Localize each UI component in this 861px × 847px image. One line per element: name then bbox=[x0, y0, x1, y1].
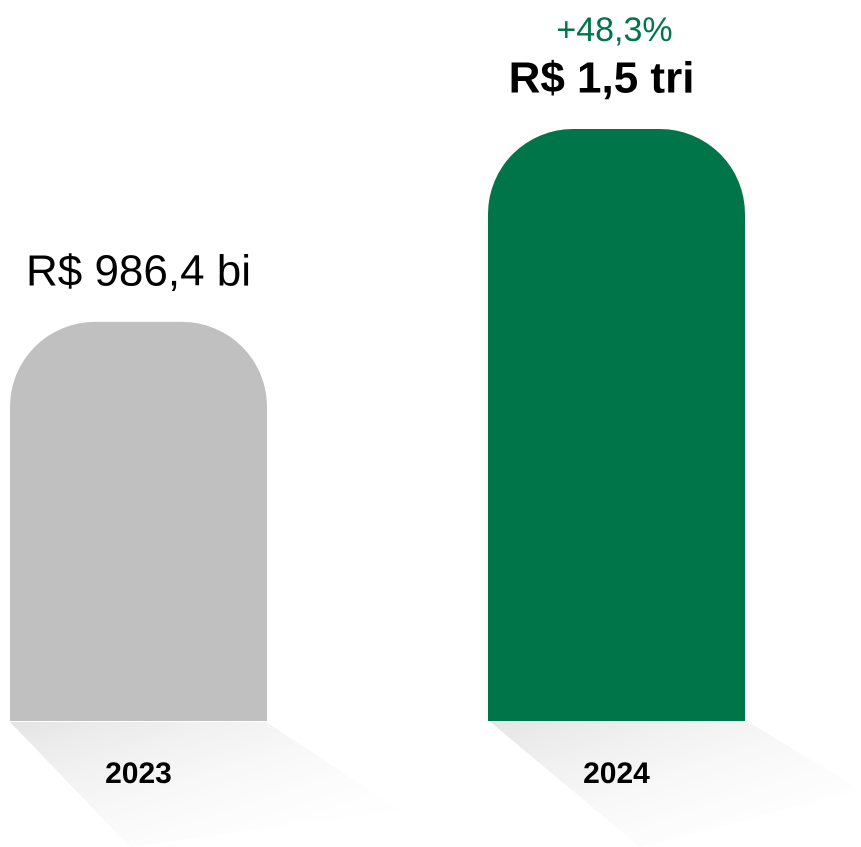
shadow bbox=[10, 722, 400, 847]
x-tick-label: 2023 bbox=[105, 757, 172, 790]
value-label: R$ 986,4 bi bbox=[26, 246, 251, 295]
x-tick-label: 2024 bbox=[583, 757, 650, 790]
value-label: R$ 1,5 tri bbox=[509, 54, 695, 103]
annotation: +48,3% bbox=[556, 11, 672, 49]
bar bbox=[488, 129, 745, 721]
shadow bbox=[488, 720, 861, 847]
bar bbox=[10, 321, 267, 721]
